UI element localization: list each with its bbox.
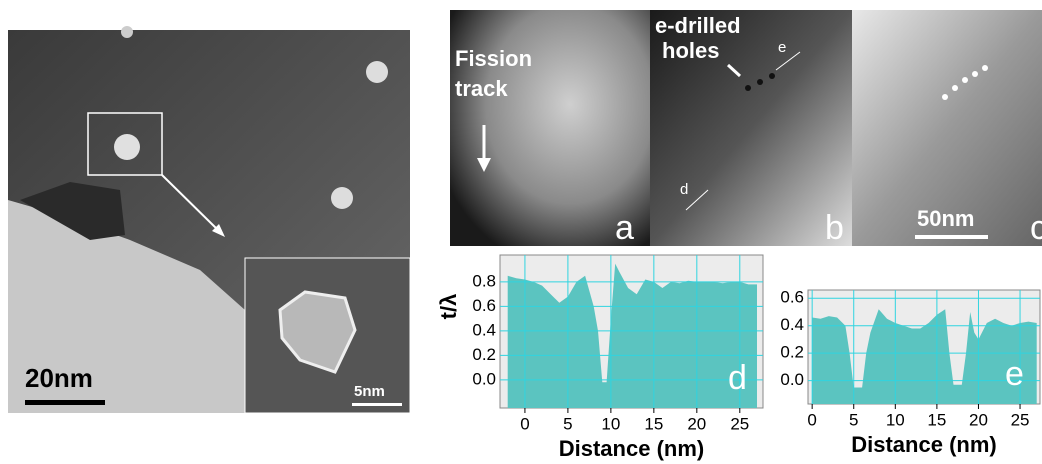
panel-letter: d	[728, 359, 747, 397]
y-tick-label: 0.0	[780, 370, 804, 389]
x-tick-label: 25	[1011, 410, 1030, 429]
x-tick-label: 25	[730, 414, 749, 433]
y-tick-label: 0.2	[780, 343, 804, 362]
x-tick-label: 15	[927, 410, 946, 429]
annotation: e-drilled	[655, 13, 741, 38]
y-tick-label: 0.8	[472, 271, 496, 290]
micrograph-b: e-drilled holes e d b	[650, 10, 852, 247]
scale-bar-label: 50nm	[917, 206, 974, 231]
annotation: track	[455, 76, 508, 101]
y-tick-label: 0.6	[780, 288, 804, 307]
x-tick-label: 5	[563, 414, 572, 433]
inset-scale-bar-label: 5nm	[354, 383, 385, 400]
micrograph-c: 50nm c	[852, 10, 1042, 247]
x-axis-title: Distance (nm)	[851, 432, 996, 457]
x-tick-label: 5	[849, 410, 858, 429]
profile-charts: 0 5 10 15 20 25 0.0 0.2 0.4 0.6 0.8 d Distance (nm) t…	[436, 255, 1040, 461]
x-tick-label: 20	[969, 410, 988, 429]
x-tick-label: 20	[687, 414, 706, 433]
line-label: e	[778, 39, 786, 56]
micrograph-main: 20nm 5nm	[8, 26, 410, 413]
x-tick-label: 15	[644, 414, 663, 433]
x-tick-label: 0	[520, 414, 529, 433]
y-axis-title: t/λ	[436, 294, 461, 320]
y-tick-label: 0.0	[472, 369, 496, 388]
x-tick-label: 10	[601, 414, 620, 433]
line-label: d	[680, 181, 688, 198]
micrograph-a: Fission track a	[450, 10, 650, 247]
y-tick-label: 0.2	[472, 345, 496, 364]
figure: 20nm 5nm Fission track a e-drilled holes…	[0, 0, 1042, 464]
x-tick-label: 10	[886, 410, 905, 429]
y-tick-label: 0.4	[780, 315, 804, 334]
panel-letter: b	[825, 209, 844, 247]
annotation: holes	[662, 38, 719, 63]
panel-letter: e	[1005, 355, 1024, 393]
y-tick-label: 0.4	[472, 320, 496, 339]
panel-letter: c	[1030, 209, 1042, 247]
annotation: Fission	[455, 46, 532, 71]
scale-bar-label: 20nm	[25, 363, 93, 393]
x-axis-title: Distance (nm)	[559, 436, 704, 461]
x-tick-label: 0	[807, 410, 816, 429]
y-tick-label: 0.6	[472, 296, 496, 315]
panel-letter: a	[615, 209, 634, 247]
